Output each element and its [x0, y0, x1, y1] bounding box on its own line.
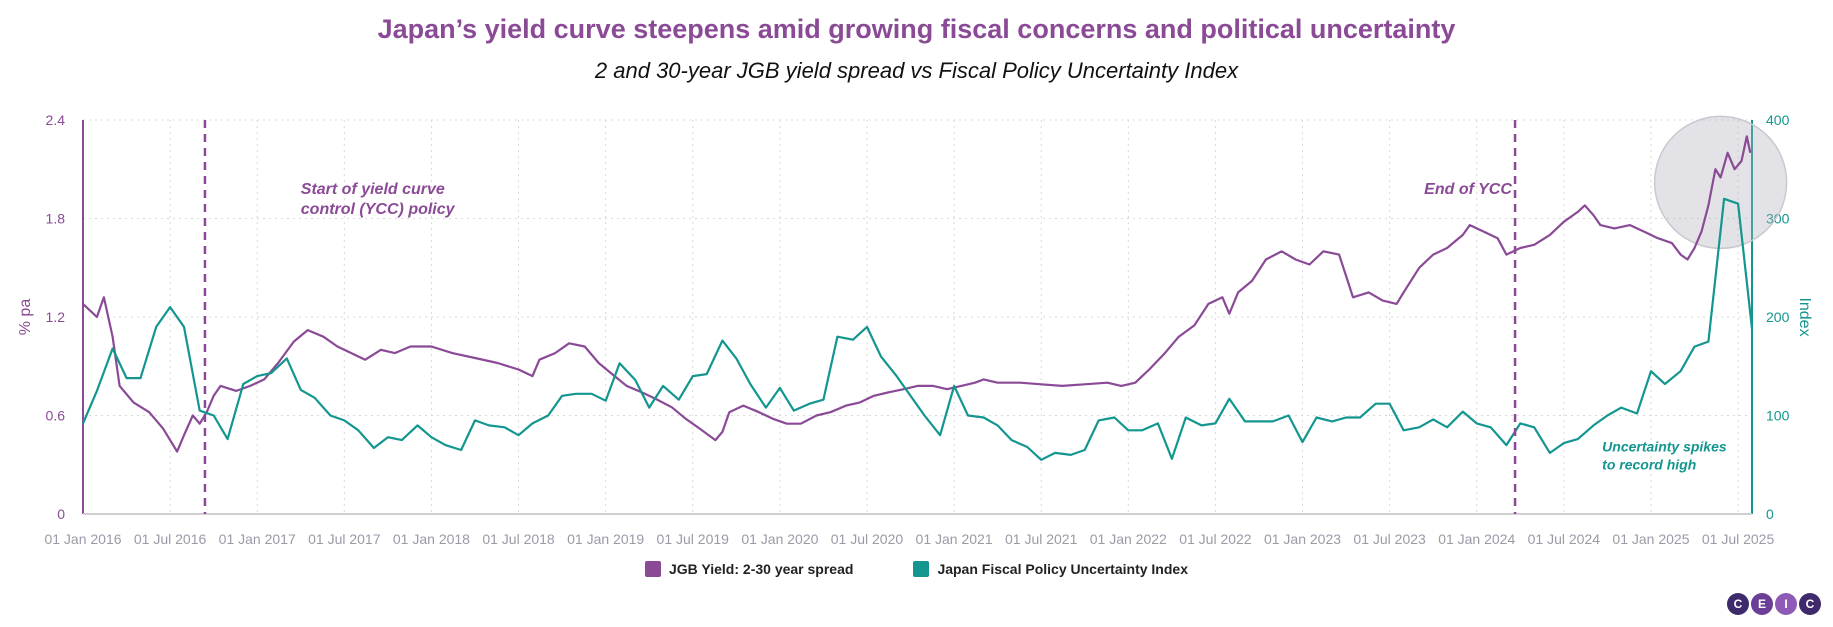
y-left-tick-label: 1.2 [46, 309, 66, 325]
y-right-tick-label: 100 [1766, 408, 1790, 424]
x-tick-label: 01 Jul 2022 [1179, 531, 1252, 547]
legend-item-index[interactable]: Japan Fiscal Policy Uncertainty Index [913, 561, 1188, 577]
x-tick-label: 01 Jul 2020 [831, 531, 904, 547]
x-tick-label: 01 Jan 2017 [219, 531, 296, 547]
x-tick-label: 01 Jan 2018 [393, 531, 470, 547]
y-left-tick-label: 1.8 [46, 211, 66, 227]
y-right-tick-label: 200 [1766, 309, 1790, 325]
y-right-axis-title: Index [1796, 297, 1813, 336]
y-left-axis-title: % pa [17, 299, 34, 336]
logo-letter: C [1799, 593, 1821, 615]
legend-swatch-spread [645, 561, 661, 577]
y-left-tick-label: 0.6 [46, 408, 66, 424]
x-tick-label: 01 Jul 2016 [134, 531, 207, 547]
y-left-tick-label: 0 [57, 506, 65, 522]
x-tick-label: 01 Jan 2016 [44, 531, 121, 547]
x-tick-label: 01 Jul 2023 [1353, 531, 1426, 547]
event-label: End of YCC [1424, 181, 1512, 198]
y-left-tick-label: 2.4 [46, 112, 66, 128]
legend-swatch-index [913, 561, 930, 577]
chart-title: Japan’s yield curve steepens amid growin… [377, 14, 1456, 44]
annotation-label: Uncertainty spikes [1602, 439, 1727, 455]
x-tick-label: 01 Jul 2025 [1702, 531, 1775, 547]
chart-subtitle: 2 and 30-year JGB yield spread vs Fiscal… [594, 58, 1239, 83]
event-label: control (YCC) policy [301, 201, 456, 218]
event-label: Start of yield curve [301, 181, 445, 198]
x-tick-label: 01 Jan 2023 [1264, 531, 1341, 547]
x-tick-label: 01 Jan 2024 [1438, 531, 1515, 547]
x-tick-label: 01 Jan 2021 [916, 531, 993, 547]
logo-letter: I [1775, 593, 1797, 615]
y-right-tick-label: 400 [1766, 112, 1790, 128]
legend-item-spread[interactable]: JGB Yield: 2-30 year spread [645, 561, 853, 577]
x-tick-label: 01 Jul 2021 [1005, 531, 1078, 547]
x-tick-label: 01 Jul 2024 [1528, 531, 1601, 547]
x-tick-label: 01 Jul 2017 [308, 531, 381, 547]
legend-label-index: Japan Fiscal Policy Uncertainty Index [937, 561, 1188, 577]
y-right-tick-label: 0 [1766, 506, 1774, 522]
annotation-label: to record high [1602, 457, 1696, 473]
chart-legend: JGB Yield: 2-30 year spread Japan Fiscal… [0, 561, 1833, 577]
y-right-tick-label: 300 [1766, 211, 1790, 227]
logo-letter: E [1751, 593, 1773, 615]
logo-letter: C [1727, 593, 1749, 615]
x-tick-label: 01 Jan 2025 [1612, 531, 1689, 547]
highlight-circle [1653, 115, 1788, 250]
series-line-index [81, 197, 1754, 461]
x-tick-label: 01 Jan 2020 [741, 531, 818, 547]
x-tick-label: 01 Jan 2019 [567, 531, 644, 547]
x-tick-label: 01 Jan 2022 [1090, 531, 1167, 547]
legend-label-spread: JGB Yield: 2-30 year spread [669, 561, 854, 577]
ceic-logo: C E I C [1727, 593, 1821, 615]
x-tick-label: 01 Jul 2019 [657, 531, 730, 547]
x-tick-label: 01 Jul 2018 [482, 531, 555, 547]
